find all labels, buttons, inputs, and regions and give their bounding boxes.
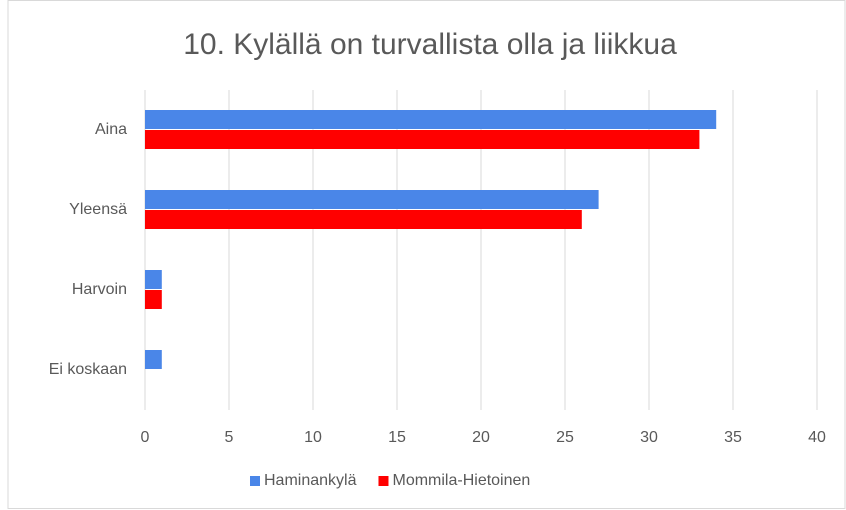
- bar: [145, 350, 162, 369]
- bar: [145, 190, 599, 209]
- y-tick-label: Ei koskaan: [49, 361, 127, 378]
- x-tick-label: 20: [472, 429, 490, 446]
- x-tick-label: 5: [225, 429, 234, 446]
- legend-label: Haminankylä: [264, 472, 357, 489]
- bar: [145, 290, 162, 309]
- legend-swatch: [250, 476, 260, 486]
- y-tick-label: Harvoin: [72, 281, 127, 298]
- bar: [145, 130, 700, 149]
- y-tick-label: Aina: [95, 121, 127, 138]
- bar: [145, 110, 717, 129]
- x-tick-label: 15: [388, 429, 406, 446]
- chart-title: 10. Kylällä on turvallista olla ja liikk…: [183, 28, 677, 61]
- legend-label: Mommila-Hietoinen: [392, 472, 530, 489]
- bar: [145, 270, 162, 289]
- x-tick-label: 10: [304, 429, 322, 446]
- x-tick-label: 40: [808, 429, 826, 446]
- x-tick-label: 25: [556, 429, 574, 446]
- bar: [145, 210, 582, 229]
- x-tick-label: 30: [640, 429, 658, 446]
- legend-swatch: [378, 476, 389, 486]
- chart-border: [7, 0, 846, 509]
- y-tick-label: Yleensä: [69, 201, 127, 218]
- x-tick-label: 0: [141, 429, 150, 446]
- x-tick-label: 35: [724, 429, 742, 446]
